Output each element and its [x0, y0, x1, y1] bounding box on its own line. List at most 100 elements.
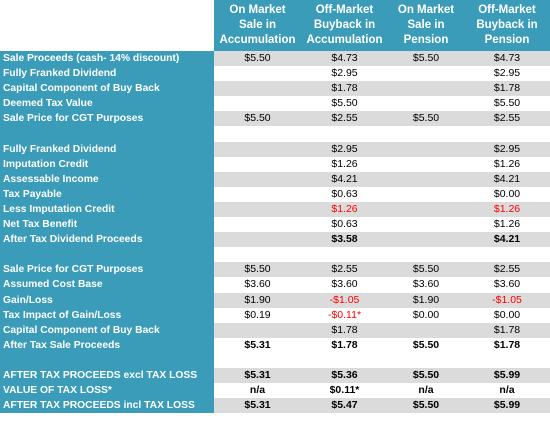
cell-value: $5.47	[301, 398, 388, 414]
header-line: Sale in	[238, 19, 277, 31]
cell-value: $5.50	[214, 51, 301, 67]
cell-value: n/a	[464, 383, 550, 399]
header-line: Pension	[484, 34, 530, 46]
cell-value: $2.55	[301, 262, 388, 278]
cell-value	[214, 217, 301, 233]
cell-value: $4.21	[464, 171, 550, 187]
cell-value: $1.26	[301, 201, 388, 218]
row-label	[0, 126, 214, 142]
table-row: Less Imputation Credit $1.26 $1.26	[0, 201, 550, 218]
cell-value: $2.55	[301, 111, 388, 127]
cell-value: $2.55	[464, 111, 550, 127]
row-label: AFTER TAX PROCEEDS incl TAX LOSS	[0, 398, 214, 414]
row-label: Assumed Cost Base	[0, 277, 214, 293]
table-row: After Tax Dividend Proceeds $3.58 $4.21	[0, 232, 550, 248]
row-label: Imputation Credit	[0, 156, 214, 172]
cell-value: $4.21	[464, 232, 550, 248]
cell-value: $4.21	[301, 171, 388, 187]
table-row: After Tax Sale Proceeds $5.31 $1.78 $5.50 $1…	[0, 337, 550, 353]
table-row: Sale Proceeds (cash- 14% discount) $5.50 $…	[0, 51, 550, 67]
row-label: Tax Impact of Gain/Loss	[0, 307, 214, 323]
row-label: After Tax Dividend Proceeds	[0, 232, 214, 248]
header-line: On Market	[229, 4, 286, 16]
header-on-market-pension: On Market Sale in Pension	[388, 0, 464, 51]
cell-value	[214, 96, 301, 112]
cell-value: $5.50	[464, 96, 550, 112]
cell-value: $0.19	[214, 307, 301, 323]
cell-value	[214, 322, 301, 338]
table-row: Sale Price for CGT Purposes $5.50 $2.55 $5.…	[0, 262, 550, 278]
cell-value: $2.95	[301, 141, 388, 157]
cell-value: $5.50	[214, 111, 301, 127]
spacer-row	[0, 126, 550, 142]
header-corner	[0, 0, 214, 51]
row-label	[0, 247, 214, 263]
cell-value	[214, 171, 301, 187]
cell-value: n/a	[214, 383, 301, 399]
cell-value: $2.55	[464, 262, 550, 278]
cell-value	[388, 232, 464, 248]
table-row: Fully Franked Dividend $2.95 $2.95	[0, 141, 550, 157]
cell-value: $5.50	[388, 51, 464, 67]
cell-value	[214, 141, 301, 157]
row-label: Tax Payable	[0, 186, 214, 202]
cell-value: $0.00	[464, 186, 550, 202]
row-label: Sale Price for CGT Purposes	[0, 262, 214, 278]
cell-value	[214, 81, 301, 97]
header-on-market-accumulation: On Market Sale in Accumulation	[214, 0, 301, 51]
cell-value	[388, 156, 464, 172]
cell-value: $3.60	[464, 277, 550, 293]
row-label: Deemed Tax Value	[0, 96, 214, 112]
cell-value: $5.31	[214, 367, 301, 384]
table-row: AFTER TAX PROCEEDS incl TAX LOSS $5.31 $5.…	[0, 398, 550, 414]
cell-value: $0.00	[388, 307, 464, 323]
cell-value	[388, 96, 464, 112]
header-row: On Market Sale in Accumulation Off-Marke…	[0, 0, 550, 51]
cell-value: -$1.05	[301, 292, 388, 308]
cell-value: n/a	[388, 383, 464, 399]
cell-value	[388, 247, 464, 263]
row-label: After Tax Sale Proceeds	[0, 337, 214, 353]
cell-value: $5.99	[464, 367, 550, 384]
cell-value: $4.73	[464, 51, 550, 67]
cell-value: $0.63	[301, 217, 388, 233]
cell-value	[464, 352, 550, 368]
cell-value	[301, 352, 388, 368]
table-row: Assessable Income $4.21 $4.21	[0, 171, 550, 187]
cell-value	[388, 126, 464, 142]
cell-value: $5.31	[214, 337, 301, 353]
cell-value	[388, 352, 464, 368]
cell-value: $1.26	[301, 156, 388, 172]
cell-value: $3.60	[301, 277, 388, 293]
cell-value	[388, 201, 464, 218]
table-body: Sale Proceeds (cash- 14% discount) $5.50 $…	[0, 51, 550, 414]
row-label: Sale Price for CGT Purposes	[0, 111, 214, 127]
header-off-market-pension: Off-Market Buyback in Pension	[464, 0, 550, 51]
cell-value	[464, 247, 550, 263]
cell-value: $1.78	[301, 337, 388, 353]
header-line: Buyback in	[476, 19, 538, 31]
row-label: Gain/Loss	[0, 292, 214, 308]
row-label: Capital Component of Buy Back	[0, 322, 214, 338]
cell-value: $1.78	[464, 322, 550, 338]
table-row: Fully Franked Dividend $2.95 $2.95	[0, 66, 550, 82]
row-label: Less Imputation Credit	[0, 201, 214, 218]
cell-value	[214, 66, 301, 82]
cell-value: $1.26	[464, 217, 550, 233]
header-off-market-accumulation: Off-Market Buyback in Accumulation	[301, 0, 388, 51]
table-row: Capital Component of Buy Back $1.78 $1.78	[0, 81, 550, 97]
header-line: Accumulation	[306, 34, 383, 46]
cell-value: $3.60	[388, 277, 464, 293]
row-label: VALUE OF TAX LOSS*	[0, 383, 214, 399]
cell-value	[214, 352, 301, 368]
spacer-row	[0, 247, 550, 263]
cell-value: $5.50	[388, 262, 464, 278]
header-line: Buyback in	[313, 19, 376, 31]
row-label: Fully Franked Dividend	[0, 66, 214, 82]
cell-value	[214, 201, 301, 218]
row-label: Assessable Income	[0, 171, 214, 187]
cell-value: $5.31	[214, 398, 301, 414]
cell-value	[388, 322, 464, 338]
cell-value: $5.50	[388, 398, 464, 414]
cell-value: $1.26	[464, 156, 550, 172]
